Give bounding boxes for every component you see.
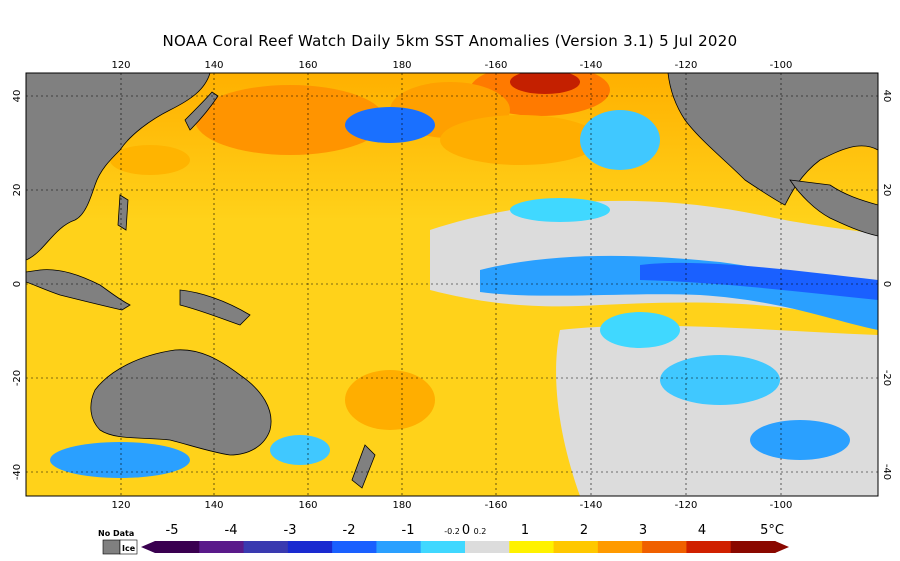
ice-label: Ice	[122, 544, 136, 553]
bottom-lon-tick: -140	[580, 500, 603, 511]
bottom-lon-tick: -160	[485, 500, 508, 511]
colorbar-tick: 3	[639, 523, 647, 538]
colorbar-tick: 2	[580, 523, 588, 538]
right-lat-tick: 0	[881, 281, 892, 287]
left-lat-tick: 0	[12, 281, 23, 287]
colorbar-segment	[642, 541, 687, 553]
asia-landmass	[26, 73, 211, 261]
colorbar-segment	[730, 541, 776, 553]
land-masses	[26, 73, 878, 489]
nodata-swatch	[102, 539, 121, 555]
nodata-label: No Data	[98, 529, 134, 538]
top-lon-tick: 120	[111, 60, 130, 71]
left-latitude-ticks: 40 20 0 -20 -40	[12, 90, 23, 481]
north-america-landmass	[667, 73, 878, 206]
left-lat-tick: 20	[12, 184, 23, 197]
colorbar-tick: -2	[343, 523, 356, 538]
philippines-landmass	[117, 194, 129, 231]
right-lat-tick: 20	[881, 184, 892, 197]
graticule	[26, 73, 878, 496]
colorbar-tick: 1	[521, 523, 529, 538]
bottom-lon-tick: 180	[392, 500, 411, 511]
colorbar-segment	[287, 541, 333, 553]
indonesia-landmass	[26, 269, 131, 311]
new-guinea-landmass	[179, 289, 251, 326]
map-frame	[25, 72, 879, 497]
top-lon-tick: -100	[770, 60, 793, 71]
top-lon-tick: 160	[298, 60, 317, 71]
hot-anomaly-patches	[110, 73, 610, 430]
colorbar-tick: -1	[402, 523, 415, 538]
top-lon-tick: 140	[204, 60, 223, 71]
colorbar-segment	[553, 541, 599, 553]
left-lat-tick: -20	[12, 370, 23, 386]
colorbar: No Data Ice -5 -4 -3 -2 -1 -0.2 0 0.2 1 …	[98, 523, 789, 555]
colorbar-tick: 5°C	[760, 523, 784, 538]
bottom-lon-tick: 160	[298, 500, 317, 511]
right-lat-tick: -20	[881, 370, 892, 386]
colorbar-tick: -4	[225, 523, 238, 538]
left-lat-tick: -40	[12, 464, 23, 480]
colorbar-tick: 0.2	[474, 527, 487, 536]
right-latitude-ticks: 40 20 0 -20 -40	[881, 90, 892, 481]
map-title: NOAA Coral Reef Watch Daily 5km SST Anom…	[162, 32, 738, 50]
right-lat-tick: -40	[881, 464, 892, 480]
ice-swatch	[119, 539, 138, 555]
colorbar-tick: 0	[462, 523, 470, 538]
top-lon-tick: -160	[485, 60, 508, 71]
colorbar-segment	[155, 541, 200, 553]
right-lat-tick: 40	[881, 90, 892, 103]
colorbar-left-arrow	[141, 541, 155, 553]
colorbar-segment	[509, 541, 555, 553]
colorbar-segment	[243, 541, 289, 553]
left-lat-tick: 40	[12, 90, 23, 103]
colorbar-segment	[332, 541, 377, 553]
colorbar-segment	[420, 541, 466, 553]
colorbar-segment	[376, 541, 422, 553]
new-zealand-landmass	[351, 444, 376, 489]
australia-landmass	[90, 349, 272, 456]
bottom-lon-tick: -120	[675, 500, 698, 511]
colorbar-segment	[465, 541, 510, 553]
map-panel	[26, 73, 878, 496]
top-longitude-ticks: 120 140 160 180 -160 -140 -120 -100	[111, 60, 792, 71]
top-lon-tick: -140	[580, 60, 603, 71]
colorbar-segment	[686, 541, 732, 553]
cold-anomaly-patches	[50, 107, 878, 496]
colorbar-tick: -5	[166, 523, 179, 538]
mexico-landmass	[789, 179, 878, 237]
bottom-lon-tick: 120	[111, 500, 130, 511]
colorbar-tick: -0.2	[444, 527, 460, 536]
colorbar-segment	[199, 541, 245, 553]
colorbar-right-arrow	[775, 541, 789, 553]
colorbar-tick: 4	[698, 523, 706, 538]
bottom-longitude-ticks: 120 140 160 180 -160 -140 -120 -100	[111, 500, 792, 511]
top-lon-tick: 180	[392, 60, 411, 71]
colorbar-tick: -3	[284, 523, 297, 538]
bottom-lon-tick: 140	[204, 500, 223, 511]
top-lon-tick: -120	[675, 60, 698, 71]
colorbar-segments	[141, 541, 789, 553]
colorbar-segment	[597, 541, 643, 553]
bottom-lon-tick: -100	[770, 500, 793, 511]
